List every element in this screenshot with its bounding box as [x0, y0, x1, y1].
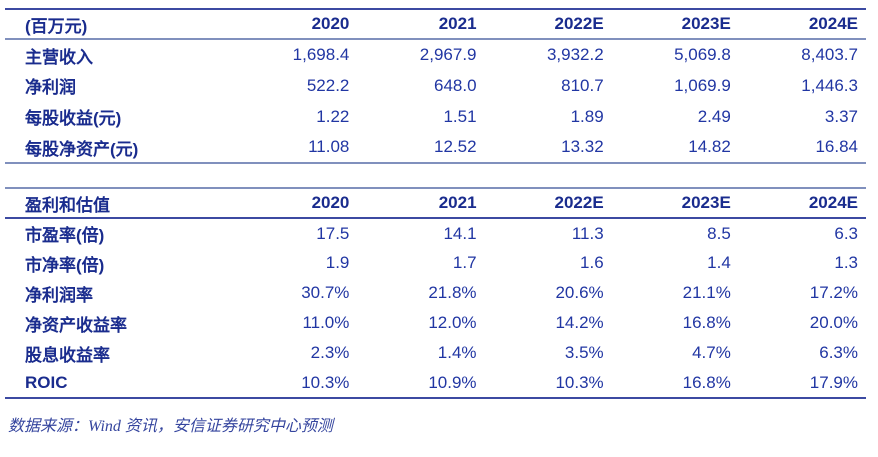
cell-value: 21.8%: [428, 283, 477, 302]
column-header-2022e: 2022E: [554, 14, 604, 33]
cell-value: 8.5: [707, 223, 731, 243]
cell-value: 1.4%: [437, 343, 477, 362]
row-label: 净资产收益率: [25, 315, 127, 335]
cell-value: 5,069.8: [674, 45, 731, 64]
row-label: 每股收益(元): [25, 109, 122, 128]
cell-value: 1.6: [580, 253, 604, 272]
row-label: 主营收入: [25, 47, 93, 67]
row-label: 每股净资产(元): [25, 139, 139, 159]
cell-value: 3.37: [824, 106, 858, 126]
cell-value: 16.8%: [682, 313, 731, 332]
row-label: 净利润: [25, 78, 76, 97]
cell-value: 12.0%: [428, 313, 477, 332]
cell-value: 17.9%: [809, 372, 858, 392]
row-label: ROIC: [25, 372, 68, 392]
cell-value: 16.8%: [682, 372, 731, 392]
valuation-header-row: 盈利和估值 2020 2021 2022E 2023E 2024E: [5, 188, 866, 218]
cell-value: 1.89: [570, 106, 604, 126]
cell-value: 6.3: [834, 223, 858, 243]
table-row-roic: ROIC 10.3% 10.9% 10.3% 16.8% 17.9%: [5, 368, 866, 398]
forecast-header-row: (百万元) 2020 2021 2022E 2023E 2024E: [5, 9, 866, 39]
column-header-2024e: 2024E: [808, 193, 858, 212]
cell-value: 10.3%: [555, 372, 604, 392]
cell-value: 4.7%: [692, 343, 731, 362]
valuation-title: 盈利和估值: [25, 195, 110, 215]
column-header-2023e: 2023E: [681, 14, 731, 33]
cell-value: 30.7%: [301, 283, 350, 302]
cell-value: 2.49: [697, 106, 731, 126]
cell-value: 2.3%: [310, 343, 350, 362]
cell-value: 16.84: [815, 137, 858, 156]
column-header-2021: 2021: [438, 14, 477, 33]
table-row-eps: 每股收益(元) 1.22 1.51 1.89 2.49 3.37: [5, 101, 866, 132]
financial-forecast-table: (百万元) 2020 2021 2022E 2023E 2024E 主营收入 1…: [5, 8, 866, 164]
column-header-2023e: 2023E: [681, 193, 731, 212]
cell-value: 21.1%: [682, 283, 731, 302]
cell-value: 12.52: [433, 137, 477, 156]
cell-value: 1.51: [443, 106, 477, 126]
cell-value: 14.82: [688, 137, 731, 156]
cell-value: 1,069.9: [674, 75, 731, 95]
unit-header: (百万元): [25, 16, 88, 36]
table-row-dividend-yield: 股息收益率 2.3% 1.4% 3.5% 4.7% 6.3%: [5, 338, 866, 368]
row-label: 市盈率(倍): [25, 226, 105, 245]
cell-value: 2,967.9: [419, 45, 477, 64]
cell-value: 3.5%: [564, 343, 604, 362]
cell-value: 14.1: [443, 223, 477, 243]
column-header-2021: 2021: [438, 193, 477, 212]
cell-value: 10.9%: [428, 372, 477, 392]
row-label: 股息收益率: [25, 345, 110, 365]
row-label: 市净率(倍): [25, 255, 105, 275]
cell-value: 1,698.4: [292, 45, 350, 64]
table-row-roe: 净资产收益率 11.0% 12.0% 14.2% 16.8% 20.0%: [5, 308, 866, 338]
data-source-note: 数据来源：Wind 资讯，安信证券研究中心预测: [8, 418, 333, 435]
cell-value: 6.3%: [819, 343, 858, 362]
table-row-revenue: 主营收入 1,698.4 2,967.9 3,932.2 5,069.8 8,4…: [5, 39, 866, 70]
table-row-pe: 市盈率(倍) 17.5 14.1 11.3 8.5 6.3: [5, 218, 866, 248]
table-row-pb: 市净率(倍) 1.9 1.7 1.6 1.4 1.3: [5, 248, 866, 278]
table-row-net-margin: 净利润率 30.7% 21.8% 20.6% 21.1% 17.2%: [5, 278, 866, 308]
cell-value: 10.3%: [301, 372, 350, 392]
cell-value: 648.0: [433, 75, 477, 95]
cell-value: 3,932.2: [546, 45, 604, 64]
cell-value: 11.08: [308, 137, 350, 156]
cell-value: 1.4: [707, 253, 731, 272]
cell-value: 810.7: [561, 75, 604, 95]
table-row-net-profit: 净利润 522.2 648.0 810.7 1,069.9 1,446.3: [5, 70, 866, 101]
column-header-2020: 2020: [311, 193, 350, 212]
cell-value: 17.5: [316, 223, 350, 243]
cell-value: 14.2%: [555, 313, 604, 332]
cell-value: 13.32: [561, 137, 604, 156]
cell-value: 1.9: [325, 253, 350, 272]
cell-value: 11.0%: [302, 313, 350, 332]
cell-value: 1.22: [316, 106, 350, 126]
cell-value: 1.3: [834, 253, 858, 272]
row-label: 净利润率: [25, 285, 93, 305]
column-header-2024e: 2024E: [808, 14, 858, 33]
column-header-2020: 2020: [311, 14, 350, 33]
cell-value: 8,403.7: [801, 45, 858, 64]
column-header-2022e: 2022E: [554, 193, 604, 212]
cell-value: 20.6%: [555, 283, 604, 302]
cell-value: 20.0%: [809, 313, 858, 332]
cell-value: 1,446.3: [801, 75, 858, 95]
cell-value: 11.3: [571, 223, 604, 243]
valuation-table: 盈利和估值 2020 2021 2022E 2023E 2024E 市盈率(倍)…: [5, 187, 866, 399]
cell-value: 17.2%: [809, 283, 858, 302]
cell-value: 1.7: [452, 253, 477, 272]
table-row-bvps: 每股净资产(元) 11.08 12.52 13.32 14.82 16.84: [5, 132, 866, 163]
cell-value: 522.2: [306, 75, 350, 95]
